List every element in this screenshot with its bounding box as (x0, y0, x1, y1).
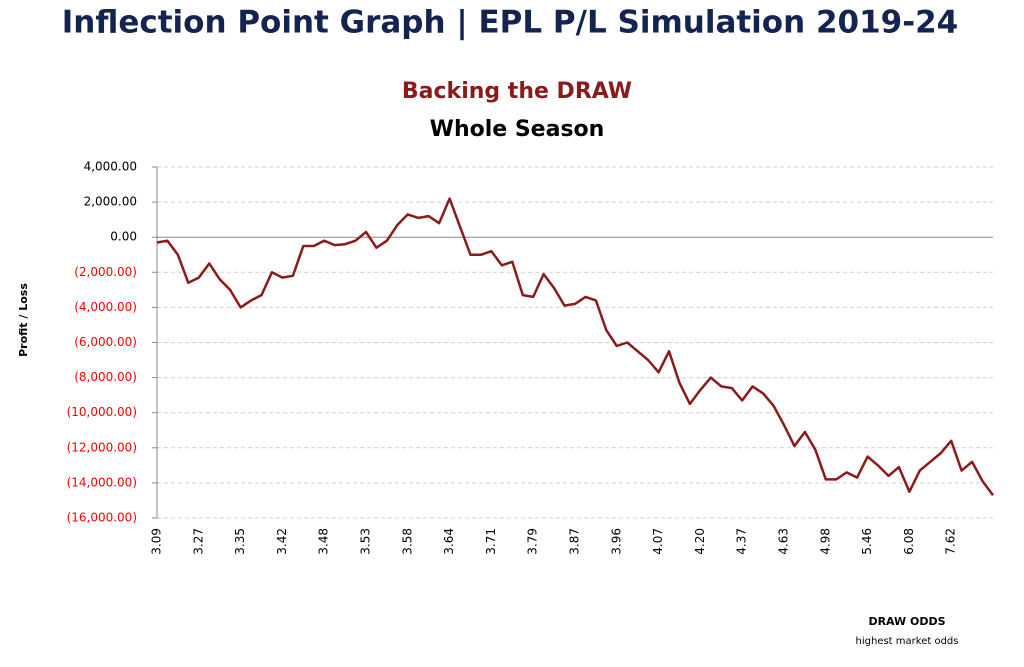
y-tick-label: (14,000.00) (67, 475, 137, 489)
x-tick-label: 3.58 (400, 528, 414, 555)
x-tick-label: 6.08 (902, 528, 916, 555)
x-tick-label: 3.35 (233, 528, 247, 555)
data-line (156, 197, 995, 496)
y-tick-label: 2,000.00 (84, 195, 137, 209)
x-tick-label: 4.98 (818, 528, 832, 555)
x-tick-label: 4.63 (777, 528, 791, 555)
y-tick-label: (6,000.00) (74, 335, 137, 349)
x-tick-label: 5.46 (860, 528, 874, 555)
x-tick-label: 3.64 (442, 528, 456, 555)
x-tick-label: 3.48 (317, 528, 331, 555)
y-tick-label: 4,000.00 (84, 160, 137, 174)
x-tick-label: 4.20 (693, 528, 707, 555)
x-tick-label: 3.27 (191, 528, 205, 555)
x-tick-label: 3.53 (359, 528, 373, 555)
x-tick-label: 7.62 (944, 528, 958, 555)
x-tick-label: 3.87 (568, 528, 582, 555)
y-tick-label: 0.00 (110, 230, 137, 244)
x-tick-label: 3.71 (484, 528, 498, 555)
x-tick-label: 3.96 (609, 528, 623, 555)
y-tick-label: (16,000.00) (67, 511, 137, 525)
x-tick-label: 3.42 (275, 528, 289, 555)
y-tick-label: (8,000.00) (74, 370, 137, 384)
y-tick-label: (2,000.00) (74, 265, 137, 279)
y-tick-label: (12,000.00) (67, 440, 137, 454)
chart-subtitle: Whole Season (430, 117, 605, 142)
page-title: Inflection Point Graph | EPL P/L Simulat… (62, 5, 959, 41)
y-tick-label: (10,000.00) (67, 405, 137, 419)
x-tick-label: 3.79 (526, 528, 540, 555)
x-tick-label: 3.09 (150, 528, 164, 555)
x-axis-label: DRAW ODDS (868, 615, 945, 628)
y-tick-label: (4,000.00) (74, 300, 137, 314)
x-axis-note: highest market odds (856, 636, 959, 647)
chart-title: Backing the DRAW (402, 79, 632, 104)
x-tick-label: 4.37 (735, 528, 749, 555)
y-axis-label: Profit / Loss (17, 283, 30, 357)
x-tick-label: 4.07 (651, 528, 665, 555)
